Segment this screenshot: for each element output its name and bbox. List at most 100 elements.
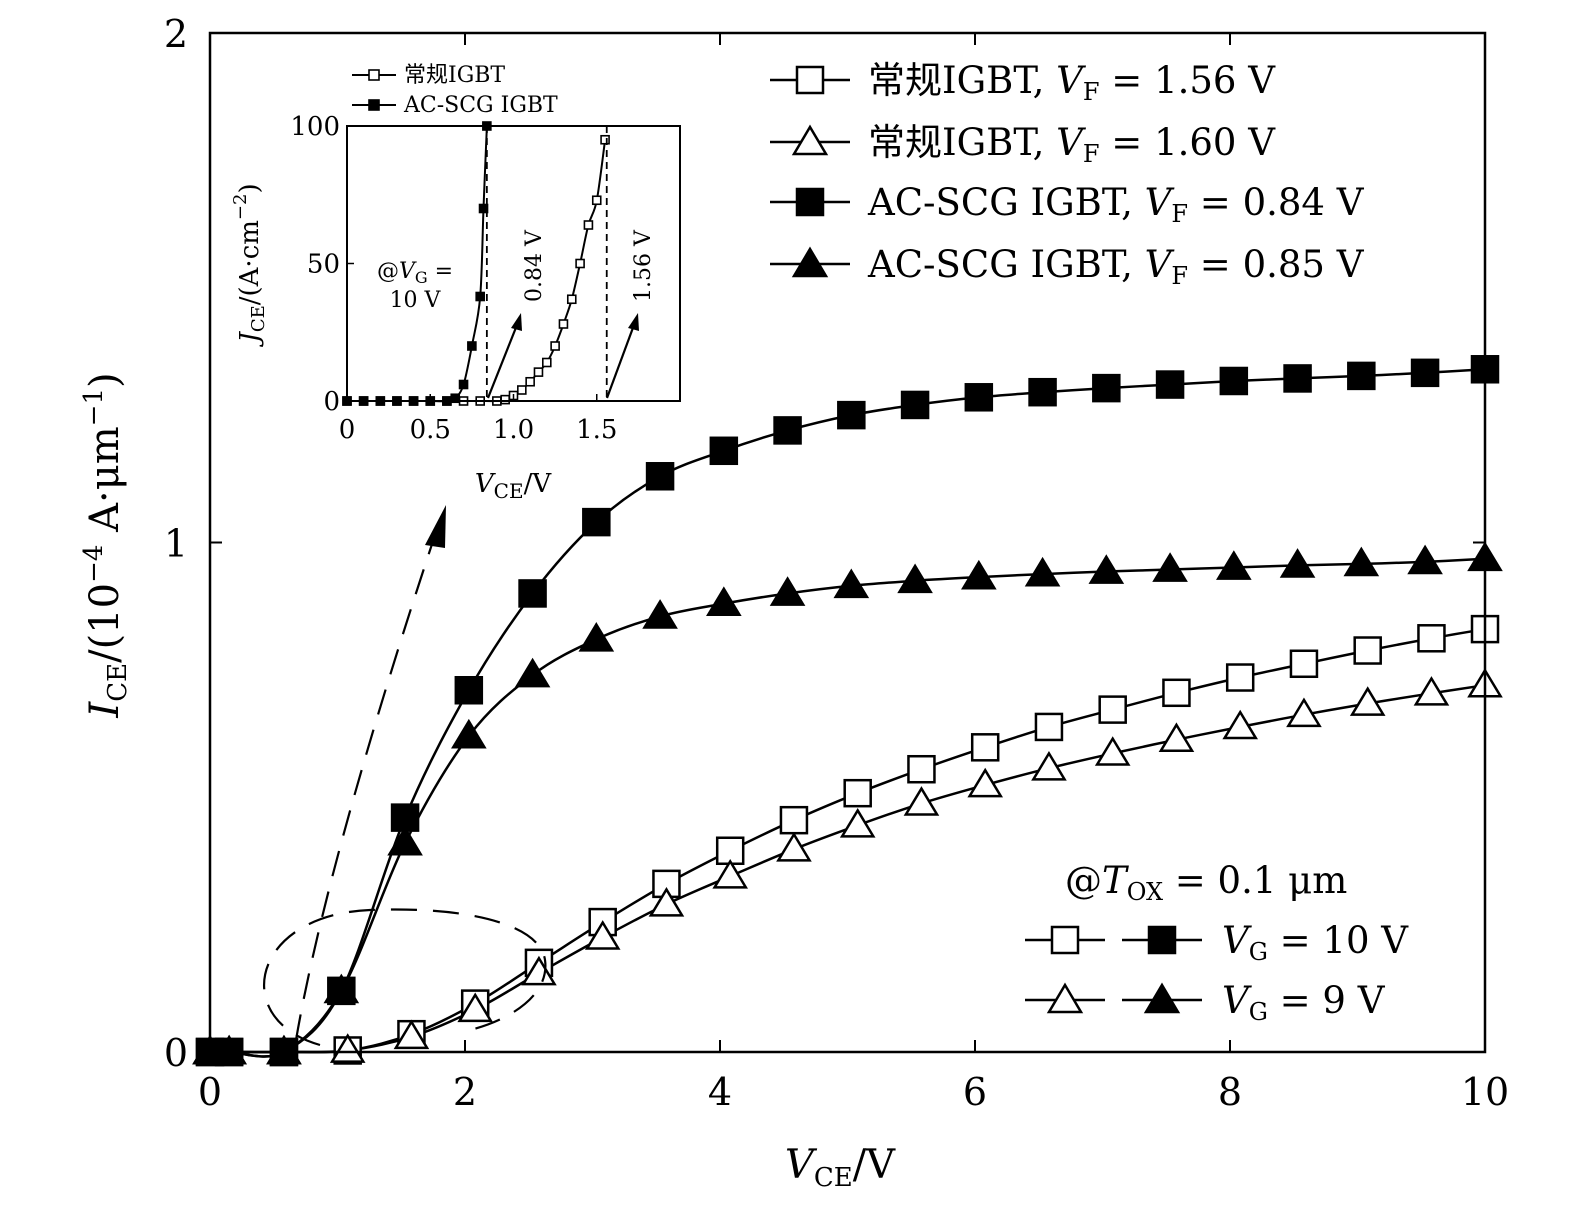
series-4-point xyxy=(961,559,997,590)
series-1-point xyxy=(1353,636,1382,665)
series-3-point xyxy=(1028,377,1057,407)
inset-arrow-head-2 xyxy=(628,313,639,331)
series-1-point xyxy=(970,733,1000,762)
series-4-point xyxy=(706,586,742,617)
series-3-point xyxy=(518,579,547,608)
dashed-ellipse xyxy=(263,908,547,1047)
inset-series-1-point xyxy=(566,294,577,305)
series-4-point xyxy=(387,825,423,856)
inset-x-axis-label: VCE/V xyxy=(475,469,552,503)
inset-vg-annotation-line1: @VG = xyxy=(377,259,453,287)
tox-annotation: @TOX = 0.1 μm xyxy=(1065,859,1347,906)
vg9-key: VG = 9 V xyxy=(1025,979,1386,1026)
inset-series-2-point xyxy=(478,203,489,214)
series-4-point xyxy=(642,599,678,629)
inset-x-tick-label: 0 xyxy=(339,415,356,445)
legend-marker-triangle-open xyxy=(791,124,829,156)
series-3-point xyxy=(1155,370,1185,399)
y-tick-label: 1 xyxy=(164,522,188,566)
series-4-point xyxy=(266,1034,302,1065)
series-4-point xyxy=(1088,554,1125,584)
series-2-point xyxy=(457,992,494,1023)
inset-y-axis-label: JCE/(A·cm−2) xyxy=(230,183,269,347)
series-2-point xyxy=(1158,722,1195,753)
legend-entry-conventional-vg9: 常规IGBT, VF = 1.60 V xyxy=(770,121,1276,168)
series-2-point xyxy=(1349,686,1386,716)
series-2-point xyxy=(712,858,749,889)
inset-series-1-point xyxy=(558,319,569,329)
series-3-point xyxy=(837,400,866,430)
series-2-point xyxy=(329,1033,366,1063)
series-4-point xyxy=(1343,546,1380,577)
main-markers xyxy=(192,355,1503,1067)
key-marker-triangle-filled xyxy=(1143,982,1181,1014)
x-tick-label: 4 xyxy=(708,1070,732,1114)
x-tick-label: 10 xyxy=(1461,1070,1509,1114)
inset-series-2-point xyxy=(450,393,461,404)
series-3-point xyxy=(900,390,930,420)
inset-series-1-point xyxy=(500,394,510,405)
inset-y-tick-label: 0 xyxy=(323,387,340,417)
series-1-point xyxy=(907,754,936,784)
legend-marker-triangle-filled xyxy=(791,246,829,278)
series-2-point xyxy=(967,767,1004,798)
series-2-point xyxy=(393,1019,430,1050)
inset-series-1-point xyxy=(575,258,585,269)
key-marker-square-open xyxy=(1050,925,1080,955)
legend-entry-acscg-vg10: AC-SCG IGBT, VF = 0.84 V xyxy=(770,181,1365,228)
series-2-point xyxy=(1286,697,1322,728)
key-marker-triangle-open xyxy=(1046,982,1084,1014)
y-axis-label: ICE/(10−4 A·μm−1) xyxy=(79,372,133,718)
series-4-point xyxy=(1407,544,1443,575)
inset-series-1-point xyxy=(583,220,594,230)
legend-entry-acscg-vg9: AC-SCG IGBT, VF = 0.85 V xyxy=(770,243,1365,290)
series-3-point xyxy=(709,436,739,466)
x-tick-label: 0 xyxy=(198,1070,222,1114)
x-tick-label: 2 xyxy=(453,1070,477,1114)
inset-series-2-point xyxy=(467,341,477,351)
x-tick-label: 6 xyxy=(963,1070,987,1114)
series-2-point xyxy=(648,886,685,917)
inset-arrow-head-1 xyxy=(511,313,522,331)
series-4-point xyxy=(514,657,551,688)
series-4-point xyxy=(769,576,806,606)
vg10-key: VG = 10 V xyxy=(1025,919,1409,966)
x-tick-label: 8 xyxy=(1218,1070,1242,1114)
series-2-point xyxy=(1222,709,1259,740)
series-3-point xyxy=(454,676,484,705)
inset-series-1-point xyxy=(541,357,552,368)
legend-label: AC-SCG IGBT, VF = 0.85 V xyxy=(867,243,1365,290)
inset-legend-label-conventional: 常规IGBT xyxy=(404,63,505,88)
dashed-arrow-head xyxy=(425,505,446,548)
x-axis-label: VCE/V xyxy=(785,1142,896,1193)
inset-legend: 常规IGBT AC-SCG IGBT xyxy=(352,63,558,118)
inset-y-tick-label: 50 xyxy=(307,250,340,280)
series-3-point xyxy=(1092,373,1121,403)
series-3-point xyxy=(964,383,994,412)
inset-series-1-point xyxy=(533,367,544,377)
series-1-point xyxy=(779,805,809,835)
dashed-callouts xyxy=(263,505,547,1047)
inset-ticks: 0 0.5 1.0 1.5 0 50 100 xyxy=(290,112,617,445)
inset-vf2-annotation: 1.56 V xyxy=(631,229,656,302)
inset-background xyxy=(347,126,680,401)
series-4-point xyxy=(211,1034,247,1065)
series-1-point xyxy=(843,778,872,808)
inset-series-1-point xyxy=(550,341,560,351)
series-4-point xyxy=(1216,550,1252,580)
inset-vg-annotation-line2: 10 V xyxy=(390,288,442,313)
series-1-point xyxy=(1098,695,1127,724)
series-3-point xyxy=(1219,366,1249,396)
inset-x-tick-label: 1.5 xyxy=(576,415,617,445)
series-2-point xyxy=(839,808,876,838)
inset-series-1-point xyxy=(525,376,535,387)
series-3-point xyxy=(645,462,675,491)
inset-series-1-point xyxy=(517,385,527,395)
legend-label: 常规IGBT, VF = 1.60 V xyxy=(868,121,1276,168)
y-tick-label: 0 xyxy=(164,1031,188,1075)
legend-marker-square-filled xyxy=(795,187,825,217)
inset-chart: 0 0.5 1.0 1.5 0 50 100 常规IGBT AC-SCG IGBT VCE/… xyxy=(230,63,681,503)
series-3-point xyxy=(773,416,802,445)
series-4-point xyxy=(1152,552,1188,582)
